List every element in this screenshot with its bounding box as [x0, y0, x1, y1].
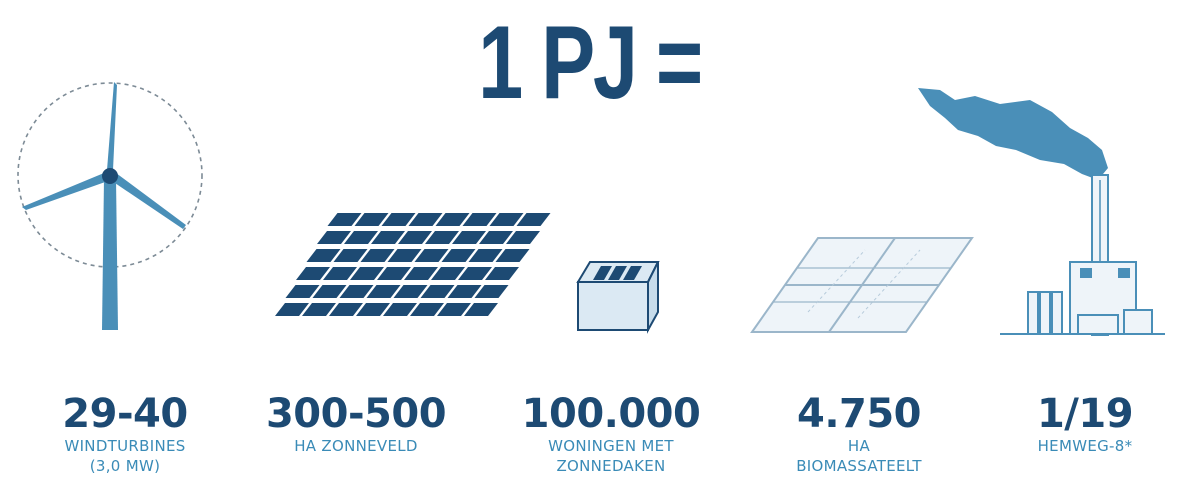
solar-panel	[452, 231, 486, 244]
solar-panel	[506, 231, 540, 244]
solar-panel	[387, 249, 422, 262]
solar-field-icon	[275, 213, 551, 316]
solar-panel	[377, 267, 411, 280]
wind-turbine-icon	[17, 82, 203, 330]
stat-biomassateelt: 4.750 HA BIOMASSATEELT	[734, 392, 984, 476]
solar-panel	[393, 285, 428, 298]
solar-panel	[302, 303, 336, 316]
solar-panel	[468, 249, 503, 262]
solar-panel	[408, 213, 443, 226]
solar-panel	[327, 213, 362, 226]
solar-panel	[410, 303, 444, 316]
stat-windturbines: 29-40 WINDTURBINES (3,0 MW)	[0, 392, 250, 476]
stat-value: 29-40	[62, 391, 188, 437]
house-solar-roof-icon	[576, 261, 660, 334]
solar-panel	[339, 285, 374, 298]
stat-label-line-1: WINDTURBINES	[64, 437, 186, 455]
solar-panel	[447, 285, 482, 298]
solar-panel	[485, 267, 519, 280]
solar-panel	[333, 249, 368, 262]
stat-label-line-2: ZONNEDAKEN	[556, 457, 666, 475]
solar-panel	[317, 231, 351, 244]
solar-panel	[431, 267, 465, 280]
stat-hemweg: 1/19 HEMWEG-8*	[960, 392, 1179, 456]
solar-panel	[404, 267, 438, 280]
stat-value: 100.000	[521, 391, 701, 437]
solar-panel	[479, 231, 513, 244]
stat-value: 4.750	[796, 391, 922, 437]
solar-panel	[516, 213, 551, 226]
solar-panel	[312, 285, 347, 298]
solar-panel	[435, 213, 470, 226]
solar-panel	[329, 303, 363, 316]
stat-label-line-2: BIOMASSATEELT	[796, 457, 922, 475]
solar-panel	[366, 285, 401, 298]
solar-panel	[462, 213, 497, 226]
solar-panel	[458, 267, 492, 280]
stat-label-line-1: HA	[847, 437, 871, 455]
stat-value: 300-500	[265, 391, 447, 437]
solar-panel	[414, 249, 449, 262]
solar-panel	[437, 303, 471, 316]
solar-panel	[425, 231, 459, 244]
stat-zonneveld: 300-500 HA ZONNEVELD	[231, 392, 481, 456]
stat-zonnedaken: 100.000 WONINGEN MET ZONNEDAKEN	[486, 392, 736, 476]
solar-panel	[285, 285, 320, 298]
solar-panel	[356, 303, 390, 316]
solar-panel	[489, 213, 524, 226]
solar-panel	[296, 267, 330, 280]
stat-label-line-2: (3,0 MW)	[89, 457, 161, 475]
solar-panel	[344, 231, 378, 244]
solar-panel	[474, 285, 509, 298]
solar-panel	[350, 267, 384, 280]
stat-value: 1/19	[1036, 391, 1134, 437]
stat-label-line-1: WONINGEN MET	[548, 437, 674, 455]
solar-panel	[323, 267, 357, 280]
solar-panel	[383, 303, 417, 316]
page-title: 1 PJ =	[478, 5, 703, 121]
solar-panel	[371, 231, 405, 244]
solar-panel	[354, 213, 389, 226]
stat-label-line-1: HEMWEG-8*	[1037, 437, 1133, 455]
solar-panel	[381, 213, 416, 226]
solar-panel	[420, 285, 455, 298]
solar-panel	[306, 249, 341, 262]
solar-panel	[495, 249, 530, 262]
power-plant-icon	[918, 88, 1165, 336]
solar-panel	[464, 303, 498, 316]
stat-label-line-1: HA ZONNEVELD	[294, 437, 418, 455]
solar-panel	[398, 231, 432, 244]
biomass-field-icon	[750, 237, 974, 333]
solar-panel	[441, 249, 476, 262]
solar-panel	[360, 249, 395, 262]
solar-panel	[275, 303, 309, 316]
